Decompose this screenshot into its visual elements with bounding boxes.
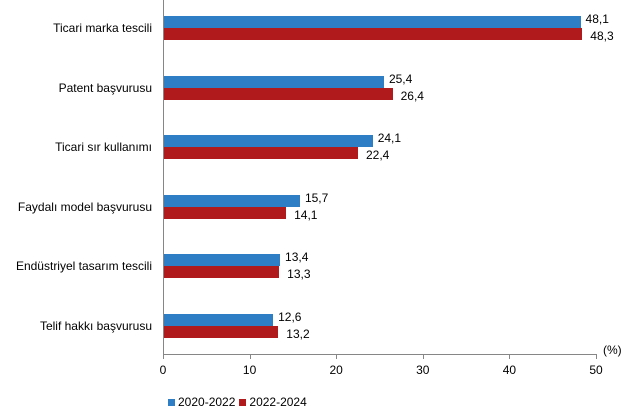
- category-label: Ticari marka tescili: [53, 21, 152, 35]
- bar-2020-2022: [164, 135, 373, 148]
- bar-2020-2022: [164, 194, 300, 207]
- bar-2022-2024: [164, 266, 280, 279]
- data-label: 13,4: [285, 250, 309, 265]
- data-label: 24,1: [377, 131, 402, 146]
- legend-label: 2022-2024: [249, 395, 307, 409]
- x-tick-label: 20: [329, 363, 343, 377]
- x-tick-label: 10: [242, 363, 257, 377]
- legend-swatch-red: [239, 398, 247, 406]
- data-label: 22,4: [365, 148, 390, 163]
- x-tick-label: 40: [502, 363, 517, 377]
- x-axis-unit-label: (%): [603, 343, 622, 357]
- x-tick-label: 30: [416, 363, 430, 377]
- legend-label: 2020-2022: [178, 395, 236, 409]
- category-label: Faydalı model başvurusu: [17, 199, 152, 214]
- data-label: 48,1: [585, 12, 609, 26]
- legend-item-2022-2024: 2022-2024: [239, 395, 307, 409]
- x-tick-label: 50: [589, 363, 603, 377]
- x-tick-mark: [163, 354, 164, 359]
- legend-item-2020-2022: 2020-2022: [168, 395, 235, 409]
- bar-2022-2024: [164, 206, 287, 219]
- legend-swatch-blue: [168, 398, 175, 406]
- bar-2022-2024: [164, 326, 279, 338]
- bar-2022-2024: [164, 28, 583, 40]
- y-axis-line: [163, 0, 164, 355]
- x-tick-mark: [596, 354, 597, 359]
- x-axis-line: [163, 354, 597, 355]
- bar-2020-2022: [164, 16, 581, 28]
- category-label: Endüstriyel tasarım tescili: [15, 259, 152, 274]
- data-label: 14,1: [294, 207, 318, 222]
- data-label: 25,4: [388, 71, 413, 86]
- bar-2022-2024: [164, 87, 393, 100]
- data-label: 48,3: [590, 29, 614, 43]
- data-label: 13,3: [287, 267, 311, 282]
- bar-2020-2022: [164, 254, 281, 267]
- data-label: 15,7: [304, 190, 329, 205]
- x-tick-mark: [509, 354, 511, 359]
- category-label: Patent başvurusu: [58, 80, 152, 95]
- x-tick-mark: [336, 354, 338, 359]
- bar-2022-2024: [164, 147, 358, 160]
- data-label: 13,2: [286, 327, 310, 341]
- data-label: 12,6: [278, 310, 302, 324]
- bar-2020-2022: [164, 314, 274, 326]
- legend: 2020-2022 2022-2024: [168, 395, 311, 409]
- x-tick-mark: [249, 354, 251, 359]
- bar-2020-2022: [164, 75, 384, 88]
- x-tick-mark: [422, 354, 424, 359]
- x-tick-label: 0: [159, 363, 167, 377]
- category-label: Telif hakkı başvurusu: [39, 319, 152, 333]
- data-label: 26,4: [400, 88, 424, 103]
- category-label: Ticari sır kullanımı: [55, 140, 152, 155]
